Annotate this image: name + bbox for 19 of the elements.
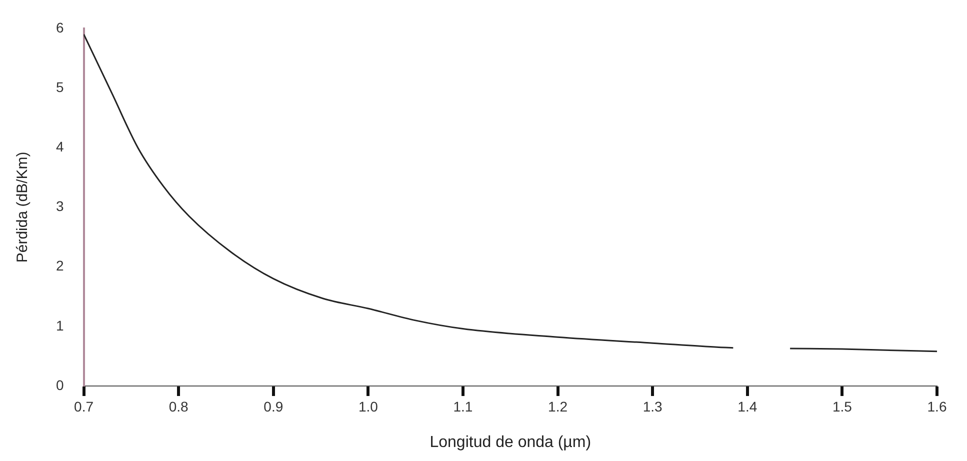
x-tick-label: 0.8 bbox=[168, 398, 189, 414]
x-tick-label: 0.9 bbox=[264, 398, 284, 414]
y-tick-label: 4 bbox=[56, 138, 64, 154]
y-tick-label: 0 bbox=[56, 376, 64, 393]
y-tick-label: 5 bbox=[56, 78, 64, 95]
x-tick-label: 1.6 bbox=[927, 398, 947, 414]
x-tick-label: 1.3 bbox=[642, 398, 663, 414]
x-tick-label: 1.0 bbox=[358, 398, 378, 414]
x-tick-label: 0.7 bbox=[74, 398, 94, 414]
x-tick-label: 1.4 bbox=[738, 398, 758, 414]
y-tick-label: 6 bbox=[56, 19, 64, 36]
y-tick-label: 1 bbox=[56, 317, 64, 334]
x-tick-label: 1.2 bbox=[548, 398, 568, 414]
x-tick-label: 1.1 bbox=[453, 398, 473, 414]
y-axis-title: Pérdida (dB/Km) bbox=[14, 152, 32, 263]
x-axis-title: Longitud de onda (µm) bbox=[430, 434, 592, 451]
y-tick-label: 2 bbox=[56, 258, 64, 274]
x-tick-label: 1.5 bbox=[832, 398, 852, 414]
y-tick-label: 3 bbox=[56, 198, 64, 214]
